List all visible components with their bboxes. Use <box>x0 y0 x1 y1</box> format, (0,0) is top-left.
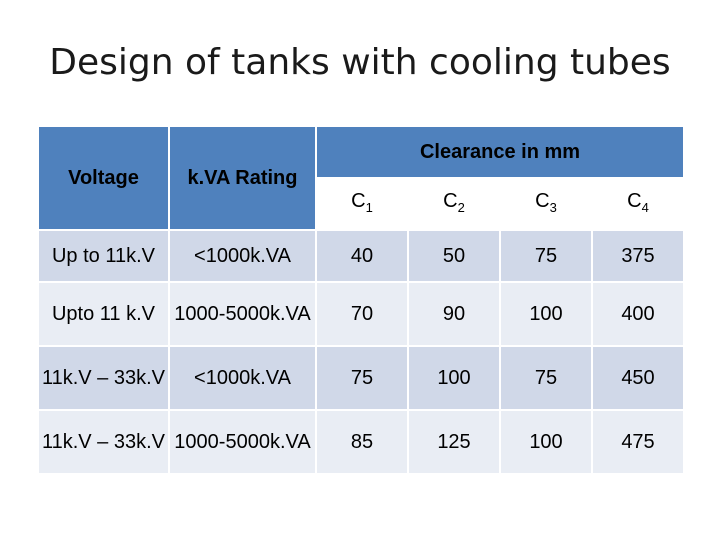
c3-cell: 100 <box>499 281 593 347</box>
voltage-cell: Upto 11 k.V <box>37 281 170 347</box>
c1-cell: 40 <box>315 229 409 283</box>
clearance-header: Clearance in mm <box>314 125 686 179</box>
c1-cell: 70 <box>315 281 409 347</box>
c2-header: C2 <box>407 177 501 231</box>
c3-cell: 100 <box>499 409 593 475</box>
voltage-cell: 11k.V – 33k.V <box>37 409 170 475</box>
c3-cell: 75 <box>499 345 593 411</box>
c4-cell: 475 <box>590 409 686 475</box>
c1-cell: 75 <box>315 345 409 411</box>
c4-cell: 400 <box>590 281 686 347</box>
kva-cell: 1000-5000k.VA <box>168 409 317 475</box>
c4-header: C4 <box>590 177 686 231</box>
c1-header: C1 <box>315 177 409 231</box>
subheader-row: C1 C2 C3 C4 <box>38 177 686 231</box>
c1-cell: 85 <box>315 409 409 475</box>
c2-cell: 125 <box>407 409 501 475</box>
c4-cell: 450 <box>590 345 686 411</box>
voltage-cell: 11k.V – 33k.V <box>37 345 170 411</box>
kva-cell: 1000-5000k.VA <box>168 281 317 347</box>
c4-cell: 375 <box>590 229 686 283</box>
header-row: Voltage k.VA Rating Clearance in mm <box>37 125 686 231</box>
slide-title: Design of tanks with cooling tubes <box>49 42 671 83</box>
c3-header: C3 <box>499 177 593 231</box>
table-row: Upto 11 k.V 1000-5000k.VA 70 90 100 400 <box>37 281 686 347</box>
kva-rating-header: k.VA Rating <box>168 125 317 231</box>
c2-cell: 50 <box>407 229 501 283</box>
c2-cell: 100 <box>407 345 501 411</box>
clearance-table: Voltage k.VA Rating Clearance in mm C1 C… <box>37 125 686 475</box>
table-row: Up to 11k.V <1000k.VA 40 50 75 375 <box>37 229 686 283</box>
kva-cell: <1000k.VA <box>168 345 317 411</box>
c2-cell: 90 <box>407 281 501 347</box>
table-row: 11k.V – 33k.V <1000k.VA 75 100 75 450 <box>37 345 686 411</box>
voltage-header: Voltage <box>37 125 170 231</box>
table-row: 11k.V – 33k.V 1000-5000k.VA 85 125 100 4… <box>37 409 686 475</box>
c3-cell: 75 <box>499 229 593 283</box>
voltage-cell: Up to 11k.V <box>37 229 170 283</box>
kva-cell: <1000k.VA <box>168 229 317 283</box>
